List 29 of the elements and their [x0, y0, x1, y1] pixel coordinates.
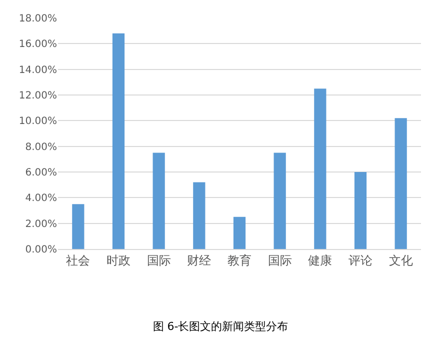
- bar: [354, 172, 367, 249]
- y-tick-label: 2.00%: [25, 218, 57, 230]
- x-tick-label: 教育: [228, 253, 252, 268]
- y-tick-label: 10.00%: [18, 116, 57, 128]
- x-tick-label: 健康: [308, 253, 332, 268]
- x-tick-label: 文化: [388, 253, 413, 268]
- y-tick-label: 0.00%: [25, 244, 57, 256]
- bar: [72, 204, 84, 249]
- y-tick-label: 8.00%: [25, 142, 57, 153]
- y-tick-label: 6.00%: [25, 168, 57, 178]
- y-tick-label: 16.00%: [18, 39, 57, 50]
- text: 图 6-长图文的新闻类型分布: [152, 320, 288, 333]
- bar: [314, 88, 326, 249]
- bar: [193, 182, 206, 249]
- x-tick-label: 国际: [268, 253, 292, 268]
- bar: [274, 152, 286, 249]
- x-tick-label: 财经: [187, 253, 212, 268]
- y-tick-label: 12.00%: [18, 90, 57, 102]
- y-tick-label: 14.00%: [18, 64, 57, 76]
- bar: [112, 33, 125, 249]
- y-tick-label: 4.00%: [25, 193, 57, 204]
- x-tick-label: 社会: [66, 253, 90, 268]
- bar: [394, 118, 407, 249]
- y-tick-label: 18.00%: [18, 14, 57, 24]
- bar: [152, 152, 165, 249]
- x-tick-label: 评论: [348, 253, 372, 268]
- x-tick-label: 国际: [146, 253, 171, 268]
- x-tick-label: 时政: [106, 253, 130, 268]
- bar: [233, 216, 246, 249]
